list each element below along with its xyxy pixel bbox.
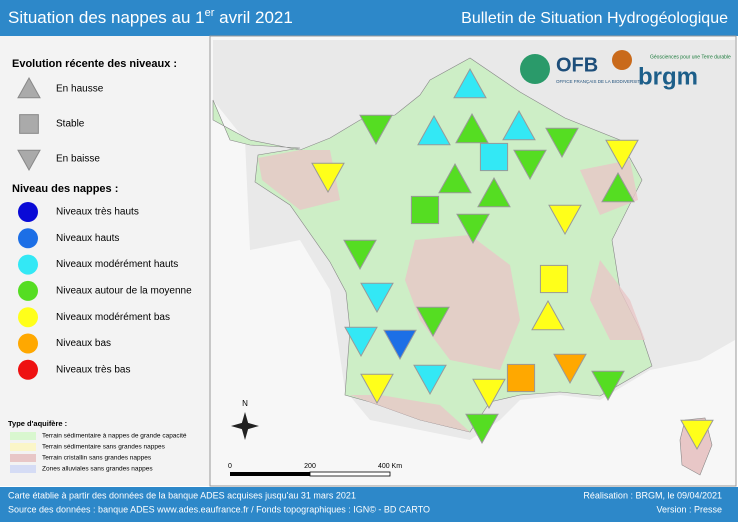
ofb-text: OFB bbox=[556, 54, 598, 76]
legend-swatch bbox=[18, 202, 38, 222]
legend-label: En baisse bbox=[56, 154, 100, 165]
triangle-down bbox=[343, 239, 377, 271]
square bbox=[479, 142, 509, 172]
legend-label: Niveaux très bas bbox=[56, 364, 130, 375]
triangle-down bbox=[17, 149, 41, 172]
scale-label: 200 bbox=[304, 463, 316, 470]
triangle-down bbox=[311, 162, 345, 194]
scale-bar: 0 200 400 Km bbox=[228, 463, 402, 477]
triangle-up bbox=[601, 171, 635, 203]
triangle-down bbox=[360, 282, 394, 314]
triangle-up bbox=[477, 176, 511, 208]
legend-swatch bbox=[18, 254, 38, 275]
legend-swatch bbox=[10, 454, 36, 462]
legend-label: Niveaux très hauts bbox=[56, 207, 139, 218]
triangle-down bbox=[413, 364, 447, 396]
scale-seg bbox=[230, 472, 310, 476]
massif-central bbox=[405, 235, 520, 370]
triangle-up bbox=[502, 109, 536, 141]
legend-label: Terrain sédimentaire à nappes de grande … bbox=[42, 433, 187, 440]
triangle-up bbox=[453, 67, 487, 99]
legend-label: En hausse bbox=[56, 84, 104, 95]
triangle-up bbox=[455, 112, 489, 144]
triangle-down bbox=[553, 353, 587, 385]
north-arrow: N bbox=[231, 399, 259, 440]
legend-swatch bbox=[18, 307, 38, 328]
legend-label: Terrain cristallin sans grandes nappes bbox=[42, 455, 152, 462]
legend-label: Niveaux modérément hauts bbox=[56, 259, 178, 270]
triangle-down bbox=[591, 370, 625, 402]
legend-label: Stable bbox=[56, 119, 85, 130]
compass bbox=[231, 412, 259, 440]
legend-label: Terrain sédimentaire sans grandes nappes bbox=[42, 444, 166, 451]
scale-label: 0 bbox=[228, 463, 232, 470]
triangle-up bbox=[17, 76, 41, 99]
triangle-down bbox=[545, 127, 579, 159]
scale-seg bbox=[309, 471, 391, 477]
triangle-down bbox=[359, 114, 393, 146]
markers bbox=[311, 67, 714, 451]
alpes bbox=[590, 260, 645, 340]
legend-title: Evolution récente des niveaux : bbox=[12, 58, 177, 70]
triangle-down bbox=[344, 326, 378, 358]
legend-label: Niveaux bas bbox=[56, 338, 111, 349]
square bbox=[506, 363, 536, 393]
logos: OFB OFFICE FRANÇAIS DE LA BIODIVERSITÉ b… bbox=[520, 50, 731, 90]
triangle-down bbox=[472, 378, 506, 410]
footer-text: Carte établie à partir des données de la… bbox=[8, 490, 356, 500]
brgm-sub: Géosciences pour une Terre durable bbox=[650, 54, 731, 60]
legend-swatch bbox=[18, 333, 38, 354]
title-main: Situation des nappes au 1 bbox=[8, 8, 205, 27]
legend-swatch bbox=[10, 432, 36, 440]
legend-swatch bbox=[18, 228, 38, 249]
triangle-down bbox=[456, 213, 490, 245]
legend-swatch bbox=[18, 359, 38, 380]
legend-label: Niveaux hauts bbox=[56, 233, 119, 244]
brgm-logo bbox=[612, 50, 632, 70]
triangle-up bbox=[531, 299, 565, 331]
title-end: avril 2021 bbox=[214, 8, 292, 27]
legend-swatch bbox=[10, 465, 36, 473]
square bbox=[410, 195, 440, 225]
triangle-down bbox=[383, 329, 417, 361]
header-bar bbox=[0, 0, 738, 36]
north-label: N bbox=[242, 399, 248, 408]
legend-label: Niveaux modérément bas bbox=[56, 312, 170, 323]
legend-title: Type d'aquifère : bbox=[8, 419, 67, 428]
title-sup: er bbox=[205, 7, 215, 19]
brgm-text: brgm bbox=[638, 63, 698, 90]
title: Situation des nappes au 1er avril 2021 bbox=[8, 7, 293, 28]
legend-label: Zones alluviales sans grandes nappes bbox=[42, 466, 153, 473]
footer-bar bbox=[0, 487, 738, 522]
legend-swatch bbox=[10, 443, 36, 451]
square bbox=[19, 114, 39, 134]
footer-text: Version : Presse bbox=[656, 504, 722, 514]
triangle-up bbox=[417, 114, 451, 146]
triangle-down bbox=[416, 306, 450, 338]
pyrenees bbox=[350, 395, 470, 432]
ofb-sub: OFFICE FRANÇAIS DE LA BIODIVERSITÉ bbox=[556, 78, 643, 84]
triangle-down bbox=[548, 204, 582, 236]
triangle-down bbox=[680, 419, 714, 451]
legend: Evolution récente des niveaux : En hausse… bbox=[8, 58, 192, 473]
legend-title: Niveau des nappes : bbox=[12, 183, 118, 195]
triangle-up bbox=[438, 162, 472, 194]
legend-swatch bbox=[18, 280, 38, 301]
triangle-down bbox=[465, 413, 499, 445]
ofb-logo bbox=[520, 54, 550, 84]
triangle-down bbox=[605, 139, 639, 171]
legend-label: Niveaux autour de la moyenne bbox=[56, 286, 192, 297]
square bbox=[539, 264, 569, 294]
scale-label: 400 Km bbox=[378, 463, 402, 470]
triangle-down bbox=[513, 149, 547, 181]
footer-text: Réalisation : BRGM, le 09/04/2021 bbox=[583, 490, 722, 500]
footer-text: Source des données : banque ADES www.ade… bbox=[8, 504, 430, 514]
triangle-down bbox=[360, 373, 394, 405]
bulletin: Bulletin de Situation Hydrogéologique bbox=[461, 10, 728, 27]
